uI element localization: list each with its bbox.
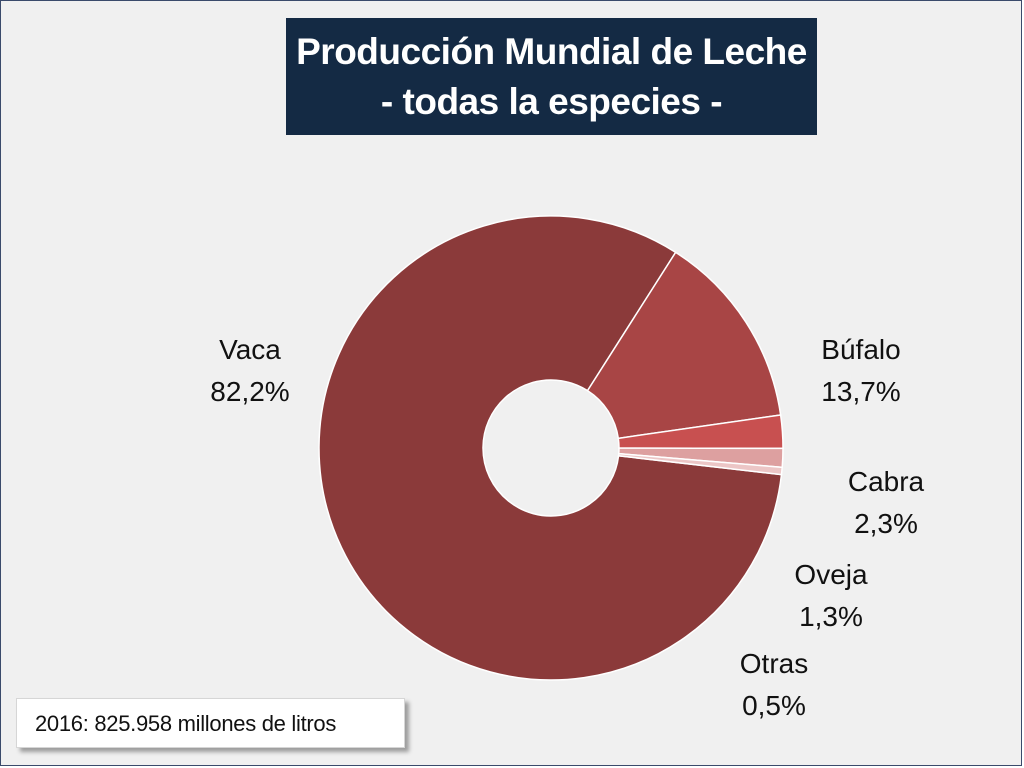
slice-label-cabra: Cabra 2,3% [831, 461, 941, 545]
slice-name-oveja: Oveja [794, 559, 868, 590]
slice-bufalo [586, 251, 782, 440]
slice-value-cabra: 2,3% [854, 508, 918, 539]
slice-name-otras: Otras [739, 648, 809, 679]
slice-label-bufalo: Búfalo 13,7% [801, 329, 921, 413]
slice-name-cabra: Cabra [847, 466, 925, 497]
chart-title-line-1: Producción Mundial de Leche [296, 31, 807, 72]
slice-name-vaca: Vaca [219, 334, 281, 365]
slice-label-otras: Otras 0,5% [719, 643, 829, 727]
slice-otras [617, 452, 784, 476]
chart-title-box: Producción Mundial de Leche - todas la e… [286, 18, 817, 135]
slice-label-oveja: Oveja 1,3% [776, 554, 886, 638]
slice-value-bufalo: 13,7% [821, 376, 901, 407]
chart-title-line-2: - todas la especies - [380, 81, 723, 122]
slice-label-vaca: Vaca 82,2% [197, 329, 303, 413]
slice-value-otras: 0,5% [742, 690, 806, 721]
slice-name-bufalo: Búfalo [821, 334, 901, 365]
slice-value-vaca: 82,2% [210, 376, 290, 407]
slice-value-oveja: 1,3% [799, 601, 863, 632]
production-note: 2016: 825.958 millones de litros [16, 698, 405, 748]
slice-vaca [318, 215, 783, 681]
